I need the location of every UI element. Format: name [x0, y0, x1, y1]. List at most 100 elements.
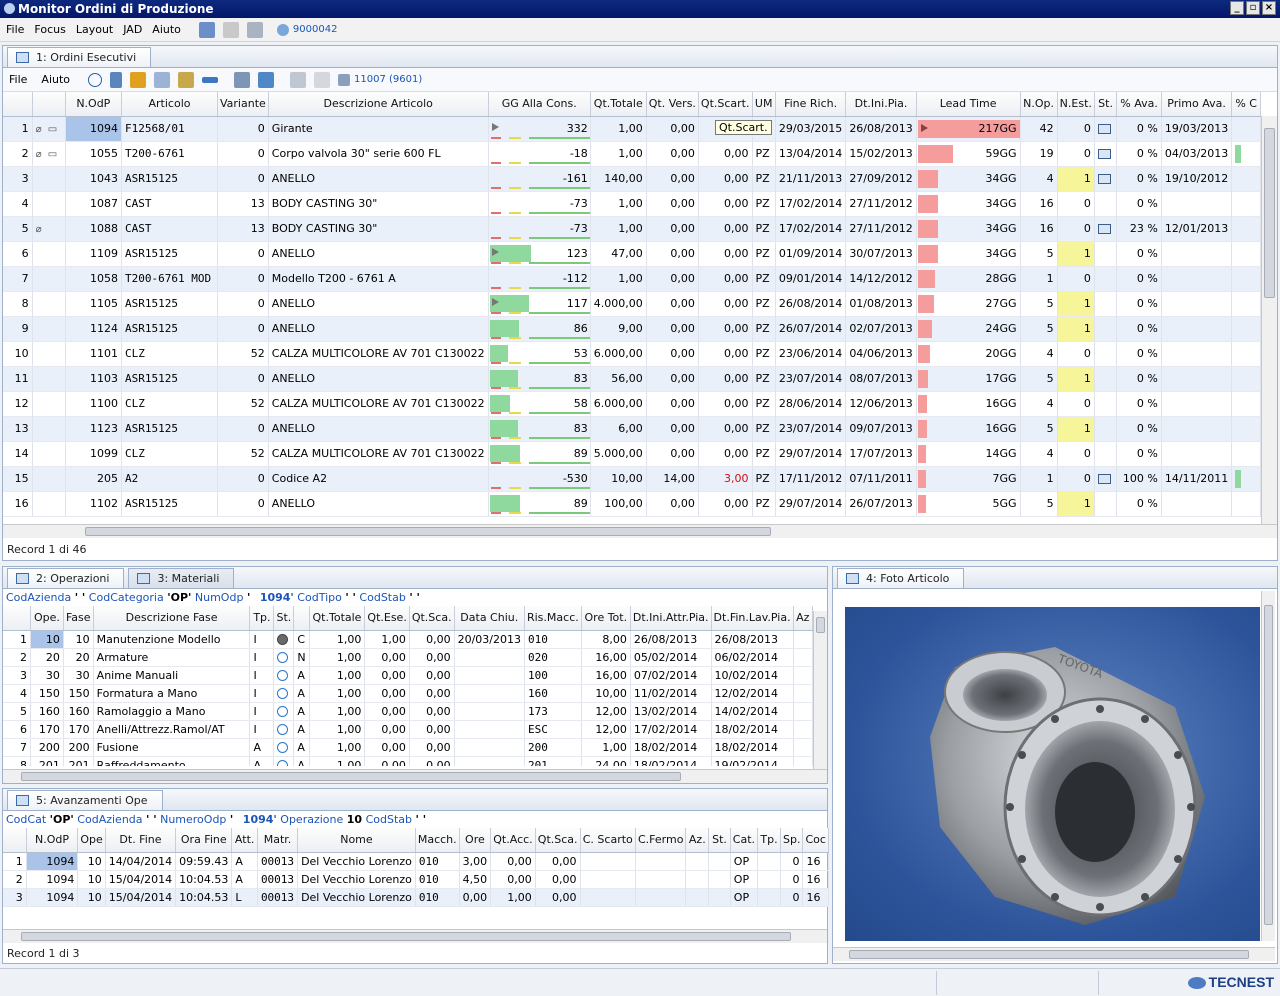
n-est-cell[interactable]: 0: [1057, 266, 1095, 292]
col-header[interactable]: % Ava.: [1116, 92, 1162, 117]
n-est-cell[interactable]: 1: [1057, 291, 1095, 317]
maximize-button[interactable]: ▫: [1246, 1, 1260, 15]
col-header[interactable]: Az.: [685, 828, 710, 853]
ava-cell[interactable]: 0 %: [1116, 116, 1162, 142]
col-header[interactable]: UM: [752, 92, 776, 117]
perc-cell[interactable]: [1231, 166, 1261, 192]
qt-totale-cell[interactable]: 9,00: [590, 316, 647, 342]
primo-ava-cell[interactable]: 04/03/2013: [1161, 141, 1233, 167]
articolo-cell[interactable]: CLZ: [121, 391, 219, 417]
tp-cell[interactable]: I: [249, 630, 275, 649]
ris-macc-cell[interactable]: 201: [524, 756, 582, 766]
ore-tot-cell[interactable]: 8,00: [581, 630, 631, 649]
menu-layout[interactable]: Layout: [75, 23, 114, 36]
primo-ava-cell[interactable]: 12/01/2013: [1161, 216, 1233, 242]
status-circle-cell[interactable]: [273, 684, 295, 703]
status-cell[interactable]: [1094, 366, 1118, 392]
col-header[interactable]: Dt.Ini.Pia.: [845, 92, 917, 117]
ava-cell[interactable]: 0 %: [1116, 341, 1162, 367]
fase-cell[interactable]: 160: [63, 702, 94, 721]
table-row[interactable]: 4 150 150 Formatura a Mano I A 1,00 0,00 0,00 160…: [3, 684, 813, 703]
qt-totale-cell[interactable]: 1,00: [590, 191, 647, 217]
qt-vers-cell[interactable]: 14,00: [646, 466, 699, 492]
data-chiu-cell[interactable]: [454, 648, 525, 667]
table-row[interactable]: 12 1100 CLZ 52 CALZA MULTICOLORE AV 701 C130…: [3, 391, 1261, 417]
articolo-cell[interactable]: T200-6761 MOD: [121, 266, 219, 292]
status-cell[interactable]: [1094, 441, 1118, 467]
dt-ini-cell[interactable]: 07/02/2014: [630, 666, 712, 685]
ris-macc-cell[interactable]: 020: [524, 648, 582, 667]
articolo-cell[interactable]: T200-6761: [121, 141, 219, 167]
sp-cell[interactable]: 0: [780, 888, 804, 907]
variante-cell[interactable]: 0: [217, 266, 269, 292]
az-cell[interactable]: [685, 888, 710, 907]
table-row[interactable]: 1⌀▭1094F12568/010Girante3321,000,000,002…: [3, 116, 1261, 142]
col-header[interactable]: St.: [1094, 92, 1118, 117]
n-est-cell[interactable]: 1: [1057, 166, 1095, 192]
fine-rich-cell[interactable]: 09/01/2014: [775, 266, 847, 292]
az-cell[interactable]: [793, 684, 813, 703]
col-header[interactable]: Qt.Sca.: [535, 828, 581, 853]
col-header[interactable]: [3, 606, 32, 631]
row-icons[interactable]: [32, 316, 66, 342]
gg-cons-cell[interactable]: -161: [488, 166, 591, 192]
data-chiu-cell[interactable]: [454, 720, 525, 739]
dt-fin-cell[interactable]: 10/02/2014: [711, 666, 794, 685]
row-icons[interactable]: [32, 291, 66, 317]
qt-totale-cell[interactable]: 5.000,00: [590, 441, 647, 467]
row-icons[interactable]: [32, 341, 66, 367]
nome-cell[interactable]: Del Vecchio Lorenzo: [297, 870, 416, 889]
n-op-cell[interactable]: 5: [1020, 291, 1058, 317]
tp-cell[interactable]: [757, 870, 781, 889]
qt-totale-cell[interactable]: 1,00: [309, 630, 366, 649]
variante-cell[interactable]: 0: [217, 316, 269, 342]
perc-cell[interactable]: [1231, 191, 1261, 217]
dt-ini-pia-cell[interactable]: 17/07/2013: [845, 441, 917, 467]
descrizione-cell[interactable]: ANELLO: [268, 241, 489, 267]
ope-cell[interactable]: 201: [30, 756, 64, 766]
n-op-cell[interactable]: 4: [1020, 341, 1058, 367]
ris-macc-cell[interactable]: 200: [524, 738, 582, 757]
row-icons[interactable]: [32, 391, 66, 417]
az-cell[interactable]: [793, 738, 813, 757]
gg-cons-cell[interactable]: 332: [488, 116, 591, 142]
lead-time-cell[interactable]: 217GG: [916, 116, 1021, 142]
variante-cell[interactable]: 0: [217, 141, 269, 167]
perc-cell[interactable]: [1231, 491, 1261, 517]
col-header[interactable]: Ope: [77, 828, 106, 853]
dt-ini-pia-cell[interactable]: 15/02/2013: [845, 141, 917, 167]
gg-cons-cell[interactable]: -73: [488, 191, 591, 217]
qt-vers-cell[interactable]: 0,00: [646, 441, 699, 467]
variante-cell[interactable]: 0: [217, 116, 269, 142]
ava-cell[interactable]: 0 %: [1116, 391, 1162, 417]
export-icon[interactable]: [258, 71, 275, 88]
att-cell[interactable]: A: [231, 852, 258, 871]
dt-ini-cell[interactable]: 26/08/2013: [630, 630, 712, 649]
gg-cons-cell[interactable]: -530: [488, 466, 591, 492]
lead-time-cell[interactable]: 16GG: [916, 416, 1021, 442]
dt-fin-cell[interactable]: 06/02/2014: [711, 648, 794, 667]
variante-cell[interactable]: 0: [217, 166, 269, 192]
ore-tot-cell[interactable]: 16,00: [581, 666, 631, 685]
gg-cons-cell[interactable]: 117: [488, 291, 591, 317]
row-icons[interactable]: ⌀: [32, 216, 66, 242]
n-est-cell[interactable]: 1: [1057, 416, 1095, 442]
status-circle-cell[interactable]: [273, 666, 295, 685]
dt-ini-pia-cell[interactable]: 04/06/2013: [845, 341, 917, 367]
n-est-cell[interactable]: 0: [1057, 141, 1095, 167]
tp-cell[interactable]: [757, 888, 781, 907]
st-cell[interactable]: A: [293, 684, 310, 703]
qt-totale-cell[interactable]: 1,00: [309, 648, 366, 667]
odp-cell[interactable]: 1094: [26, 888, 79, 907]
az-cell[interactable]: [793, 630, 813, 649]
odp-cell[interactable]: 1102: [65, 491, 122, 517]
qt-scart-cell[interactable]: 0,00: [698, 241, 753, 267]
perc-cell[interactable]: [1231, 466, 1261, 492]
variante-cell[interactable]: 13: [217, 191, 269, 217]
qt-totale-cell[interactable]: 6.000,00: [590, 391, 647, 417]
cat-cell[interactable]: OP: [730, 888, 759, 907]
col-header[interactable]: Ore: [459, 828, 492, 853]
dt-ini-cell[interactable]: 18/02/2014: [630, 738, 712, 757]
qt-vers-cell[interactable]: 0,00: [646, 216, 699, 242]
lead-time-cell[interactable]: 27GG: [916, 291, 1021, 317]
